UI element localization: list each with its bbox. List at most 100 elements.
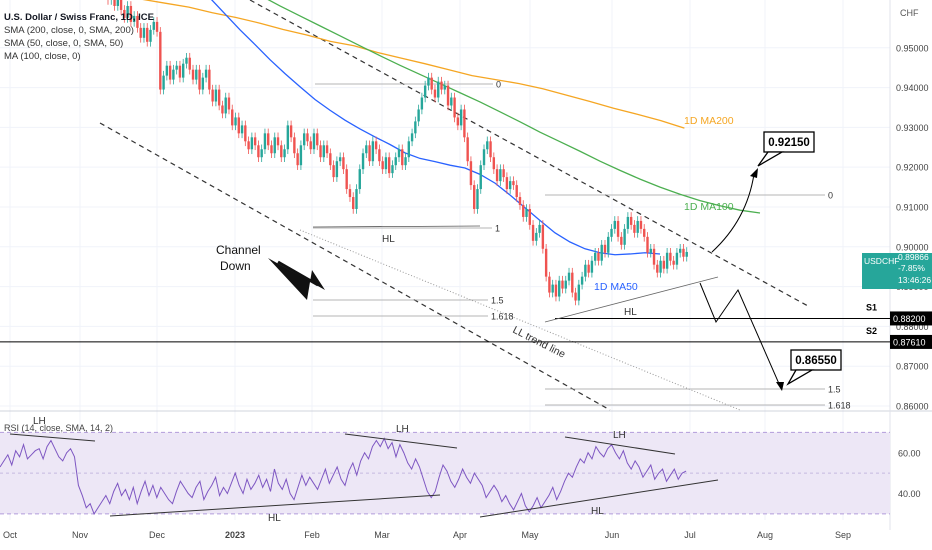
candle-body: [394, 157, 397, 166]
candle-body: [682, 248, 685, 257]
fib-label: 0: [828, 191, 833, 201]
candle-body: [312, 133, 316, 150]
label-rsi-hl-2: HL: [591, 506, 604, 517]
price-tick-label: 0.92000: [896, 163, 929, 173]
label-rsi-hl-1: HL: [268, 513, 281, 524]
candle-body: [159, 31, 162, 90]
indicator-ma100[interactable]: MA (100, close, 0): [4, 51, 81, 62]
channel-lower: [99, 122, 611, 411]
time-tick-label: Dec: [149, 530, 166, 540]
candle-body: [554, 284, 558, 297]
level-price-s2: 0.87610: [893, 337, 926, 347]
callout-tail-up: [757, 151, 785, 167]
projection-up: [711, 173, 755, 253]
candle-body: [401, 149, 404, 166]
candle-body: [535, 232, 538, 241]
candle-body: [659, 260, 662, 273]
time-tick-label: 2023: [225, 530, 245, 540]
rsi-tick-label: 60.00: [898, 448, 921, 458]
price-badge-bg: [862, 253, 932, 289]
candle-body: [414, 121, 417, 134]
fibonacci-levels: 0 1 1.5 1.618 0 1.5 1.618: [313, 80, 851, 411]
candle-body: [652, 248, 656, 265]
candle-body: [561, 280, 564, 289]
candle-body: [208, 69, 211, 90]
candle-body: [116, 0, 120, 6]
candle-body: [453, 97, 456, 118]
rsi-lh-trend-1: [9, 433, 96, 442]
candle-body: [316, 133, 319, 146]
projection-path: [268, 168, 784, 391]
candle-body: [146, 27, 149, 42]
candle-body: [257, 145, 260, 158]
candle-body: [263, 133, 267, 150]
price-axis: CHF 0.95000 0.94000 0.93000 0.92000 0.91000 0.…: [862, 8, 932, 499]
price-badge-change: -7.85%: [898, 263, 925, 273]
candle-body: [407, 141, 411, 158]
candle-body: [119, 0, 123, 10]
callout-target-down-text: 0.86550: [795, 355, 837, 367]
candle-body: [368, 145, 371, 162]
candle-body: [299, 145, 303, 166]
candle-body: [610, 228, 613, 237]
time-tick-label: Mar: [374, 530, 390, 540]
candle-body: [325, 145, 329, 154]
candle-body: [541, 224, 545, 249]
candle-body: [473, 185, 476, 209]
chart-legend: U.S. Dollar / Swiss Franc, 1D, ICE SMA (…: [4, 11, 154, 63]
candle-body: [306, 133, 309, 142]
candle-body: [172, 69, 175, 80]
fib-label: 1.5: [491, 296, 504, 306]
level-price-s1: 0.88200: [893, 314, 926, 324]
time-tick-label: May: [521, 530, 539, 540]
indicator-sma200[interactable]: SMA (200, close, 0, SMA, 200): [4, 25, 134, 36]
candle-body: [603, 244, 607, 253]
price-badge-ticker: USDCHF: [864, 256, 899, 266]
candle-body: [479, 165, 482, 190]
projection-down: [699, 282, 781, 387]
candle-body: [482, 149, 486, 166]
fib-label: 1: [495, 224, 500, 234]
candle-body: [440, 81, 443, 90]
candle-body: [162, 75, 165, 90]
hl-trend-price: [544, 276, 719, 323]
candle-body: [443, 85, 446, 90]
candle-body: [289, 125, 293, 138]
arrow-head-up: [750, 168, 758, 178]
candle-body: [548, 276, 551, 293]
candle-body: [678, 248, 682, 253]
channel-upper: [249, 0, 809, 307]
candle-body: [469, 161, 473, 186]
candle-body: [580, 276, 584, 285]
price-badge-countdown: 13:46:26: [898, 275, 931, 285]
fib-label: 0: [496, 80, 501, 90]
candle-body: [355, 189, 358, 209]
label-channel-down: Down: [220, 259, 251, 273]
candle-body: [293, 137, 296, 154]
candle-body: [564, 280, 567, 289]
candle-body: [508, 181, 512, 190]
candle-body: [590, 260, 594, 273]
candle-body: [486, 141, 489, 150]
candle-body: [397, 149, 401, 158]
callout-tail-down: [786, 369, 815, 386]
candle-body: [623, 228, 626, 245]
indicator-sma50[interactable]: SMA (50, close, 0, SMA, 50): [4, 38, 124, 49]
callout-target-down-box: [790, 349, 842, 371]
candles: [107, 0, 688, 306]
candle-body: [165, 65, 169, 76]
price-tick-label: 0.95000: [896, 43, 929, 53]
candle-body: [544, 248, 548, 277]
candle-body: [352, 197, 355, 209]
candle-body: [597, 252, 600, 261]
candle-body: [528, 208, 531, 225]
candle-body: [191, 69, 195, 80]
candle-body: [155, 21, 159, 32]
candle-body: [387, 157, 391, 174]
level-badge-s2: [890, 334, 932, 349]
candle-body: [198, 69, 201, 90]
candle-body: [361, 153, 365, 170]
label-rsi-lh-1: LH: [33, 416, 46, 427]
channel-arrow-shaft: [277, 260, 319, 287]
